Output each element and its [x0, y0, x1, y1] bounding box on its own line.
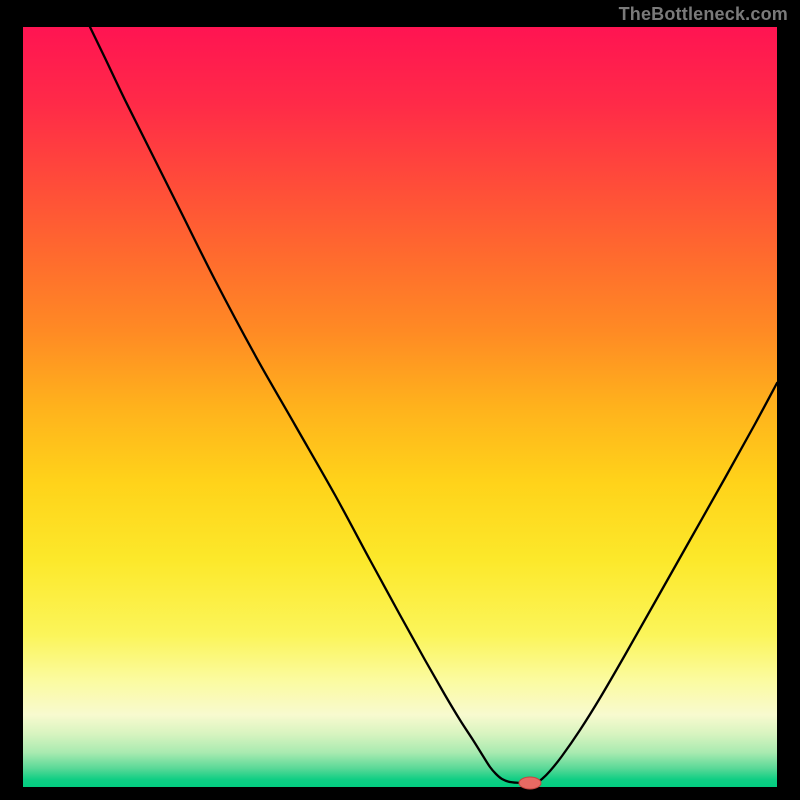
chart-svg [0, 0, 800, 800]
chart-container: TheBottleneck.com [0, 0, 800, 800]
optimum-marker [519, 777, 541, 789]
plot-area [23, 27, 777, 787]
watermark-text: TheBottleneck.com [619, 4, 788, 25]
